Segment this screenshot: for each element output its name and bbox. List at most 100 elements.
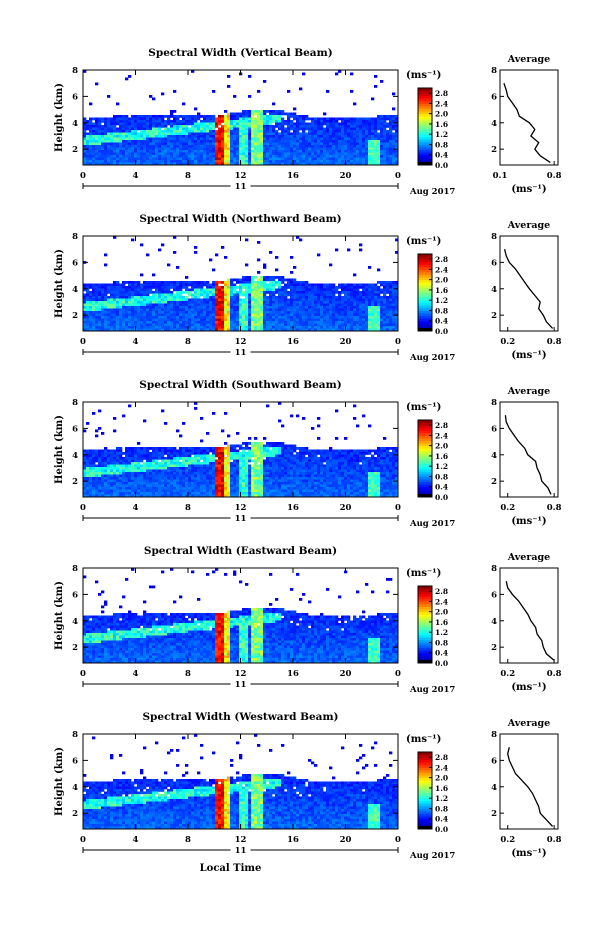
heatmap-cell <box>248 160 252 163</box>
heatmap-cell <box>278 288 282 292</box>
heatmap-cell <box>317 291 321 294</box>
heatmap-cell <box>176 321 180 324</box>
heatmap-cell <box>380 162 384 166</box>
heatmap-cell <box>275 268 279 272</box>
heatmap-cell <box>353 321 357 324</box>
heatmap-cell <box>299 323 303 327</box>
heatmap-cell <box>173 117 177 121</box>
heatmap-cell <box>92 326 96 329</box>
heatmap-cell <box>224 150 228 153</box>
heatmap-cell <box>140 326 144 329</box>
heatmap-cell <box>305 115 309 118</box>
y-tick-label: 2 <box>72 311 78 321</box>
heatmap-cell <box>140 301 144 304</box>
heatmap-cell <box>149 135 153 138</box>
heatmap-cell <box>104 487 108 490</box>
heatmap-cell <box>194 286 198 289</box>
heatmap-cell <box>176 298 180 302</box>
heatmap-cell <box>188 162 192 166</box>
heatmap-cell <box>134 288 138 292</box>
heatmap-cell <box>362 145 366 148</box>
heatmap-cell <box>110 454 114 458</box>
heatmap-cell <box>158 288 162 292</box>
heatmap-cell <box>86 142 90 146</box>
heatmap-cell <box>137 452 141 455</box>
heatmap-cell <box>386 283 390 287</box>
colorbar-step <box>418 149 432 153</box>
heatmap-cell <box>389 293 393 297</box>
heatmap-cell <box>308 162 312 166</box>
heatmap-cell <box>287 152 291 156</box>
heatmap-cell <box>347 140 351 143</box>
heatmap-cell <box>158 160 162 163</box>
heatmap-cell <box>356 155 360 158</box>
heatmap-cell <box>323 112 327 116</box>
heatmap-cell <box>377 117 381 121</box>
heatmap-cell <box>83 472 87 475</box>
heatmap-cell <box>125 291 129 294</box>
heatmap-cell <box>239 306 243 309</box>
heatmap-cell <box>269 328 273 332</box>
heatmap-cell <box>263 150 267 153</box>
heatmap-cell <box>353 326 357 329</box>
heatmap-cell <box>287 313 291 317</box>
heatmap-cell <box>98 328 102 332</box>
heatmap-cell <box>263 152 267 156</box>
heatmap-cell <box>281 286 285 289</box>
heatmap-cell <box>128 326 132 329</box>
heatmap-cell <box>107 323 111 327</box>
heatmap-cell <box>296 157 300 161</box>
heatmap-cell <box>152 462 156 465</box>
heatmap-cell <box>239 301 243 304</box>
heatmap-cell <box>278 155 282 158</box>
heatmap-cell <box>152 487 156 490</box>
heatmap-cell <box>143 482 147 485</box>
heatmap-cell <box>254 308 258 312</box>
heatmap-cell <box>287 286 291 289</box>
heatmap-cell <box>353 308 357 312</box>
heatmap-cell <box>377 268 381 272</box>
heatmap-cell <box>182 120 186 123</box>
heatmap-cell <box>107 467 111 470</box>
heatmap-cell <box>365 298 369 302</box>
heatmap-cell <box>305 326 309 329</box>
heatmap-cell <box>92 298 96 302</box>
heatmap-cell <box>215 318 219 322</box>
heatmap-cell <box>191 323 195 327</box>
heatmap-cell <box>95 489 99 493</box>
heatmap-cell <box>263 137 267 141</box>
heatmap-cell <box>386 321 390 324</box>
heatmap-cell <box>146 293 150 297</box>
heatmap-cell <box>353 298 357 302</box>
heatmap-cell <box>323 326 327 329</box>
heatmap-cell <box>134 318 138 322</box>
heatmap-cell <box>212 160 216 163</box>
heatmap-cell <box>185 318 189 322</box>
heatmap-cell <box>380 311 384 314</box>
heatmap-cell <box>137 155 141 158</box>
heatmap-cell <box>158 115 162 118</box>
heatmap-cell <box>245 296 249 299</box>
heatmap-cell <box>167 160 171 163</box>
heatmap-cell <box>164 484 168 488</box>
heatmap-cell <box>272 130 276 133</box>
heatmap-cell <box>269 318 273 322</box>
heatmap-cell <box>332 318 336 322</box>
colorbar-step <box>418 292 432 296</box>
heatmap-cell <box>218 127 222 131</box>
heatmap-cell <box>161 492 165 495</box>
heatmap-cell <box>218 318 222 322</box>
heatmap-cell <box>344 313 348 317</box>
heatmap-cell <box>179 313 183 317</box>
heatmap-cell <box>299 120 303 123</box>
heatmap-cell <box>218 145 222 148</box>
heatmap-cell <box>266 296 270 299</box>
heatmap-cell <box>287 155 291 158</box>
heatmap-cell <box>383 298 387 302</box>
heatmap-cell <box>128 150 132 153</box>
heatmap-cell <box>128 298 132 302</box>
heatmap-cell <box>107 301 111 304</box>
heatmap-cell <box>173 147 177 151</box>
heatmap-cell <box>359 316 363 319</box>
heatmap-cell <box>128 308 132 312</box>
